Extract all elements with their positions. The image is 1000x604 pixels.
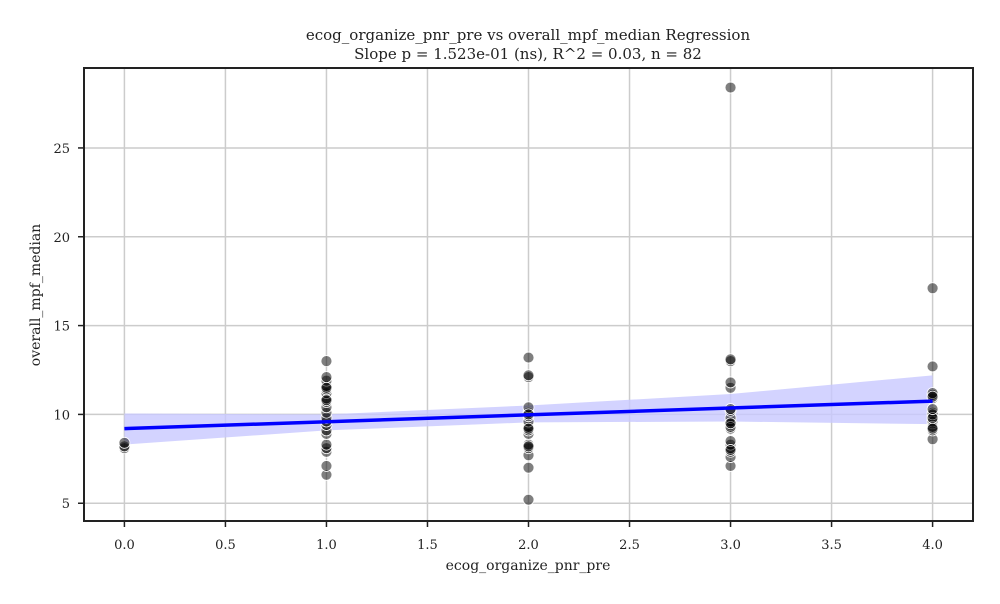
data-point — [926, 422, 939, 435]
x-tick-label: 3.5 — [821, 538, 842, 553]
data-point — [522, 369, 535, 382]
data-point — [118, 436, 131, 449]
data-point — [320, 460, 333, 472]
chart-title: ecog_organize_pnr_pre vs overall_mpf_med… — [306, 26, 751, 44]
data-point — [522, 440, 535, 453]
x-tick-label: 2.5 — [619, 538, 640, 553]
x-tick-label: 0.0 — [114, 538, 135, 553]
data-point — [320, 381, 333, 394]
data-point — [926, 282, 939, 295]
data-point — [522, 461, 535, 474]
data-point — [724, 444, 737, 456]
regression-line — [124, 399, 933, 431]
data-point — [724, 376, 737, 389]
y-tick-label: 20 — [53, 231, 70, 246]
data-point — [926, 403, 939, 415]
data-point — [320, 371, 333, 384]
x-tick-label: 1.5 — [417, 538, 438, 553]
x-tick-label: 4.0 — [922, 538, 943, 553]
x-tick-label: 1.0 — [316, 538, 337, 553]
data-point — [522, 493, 535, 506]
data-point — [320, 438, 333, 451]
y-axis-ticks: 5 10 15 20 25 — [53, 142, 84, 512]
chart-subtitle: Slope p = 1.523e-01 (ns), R^2 = 0.03, n … — [354, 45, 702, 63]
x-tick-label: 0.5 — [215, 538, 236, 553]
y-tick-label: 15 — [53, 320, 70, 335]
data-point — [724, 417, 737, 430]
data-point — [724, 353, 737, 366]
data-point — [926, 360, 939, 373]
y-axis-label: overall_mpf_median — [28, 224, 44, 366]
x-tick-label: 3.0 — [720, 538, 741, 553]
y-tick-label: 10 — [53, 408, 70, 423]
x-axis-label: ecog_organize_pnr_pre — [446, 558, 611, 574]
data-point — [320, 355, 333, 368]
data-point — [724, 81, 737, 94]
data-point — [522, 422, 535, 435]
regression-line-layer — [124, 399, 933, 431]
data-point — [522, 351, 535, 364]
y-tick-label: 5 — [62, 497, 70, 512]
data-point — [320, 394, 333, 407]
x-tick-label: 2.0 — [518, 538, 539, 553]
x-axis-ticks: 0.0 0.5 1.0 1.5 2.0 2.5 3.0 3.5 4.0 — [114, 521, 943, 553]
y-tick-label: 25 — [53, 142, 70, 157]
